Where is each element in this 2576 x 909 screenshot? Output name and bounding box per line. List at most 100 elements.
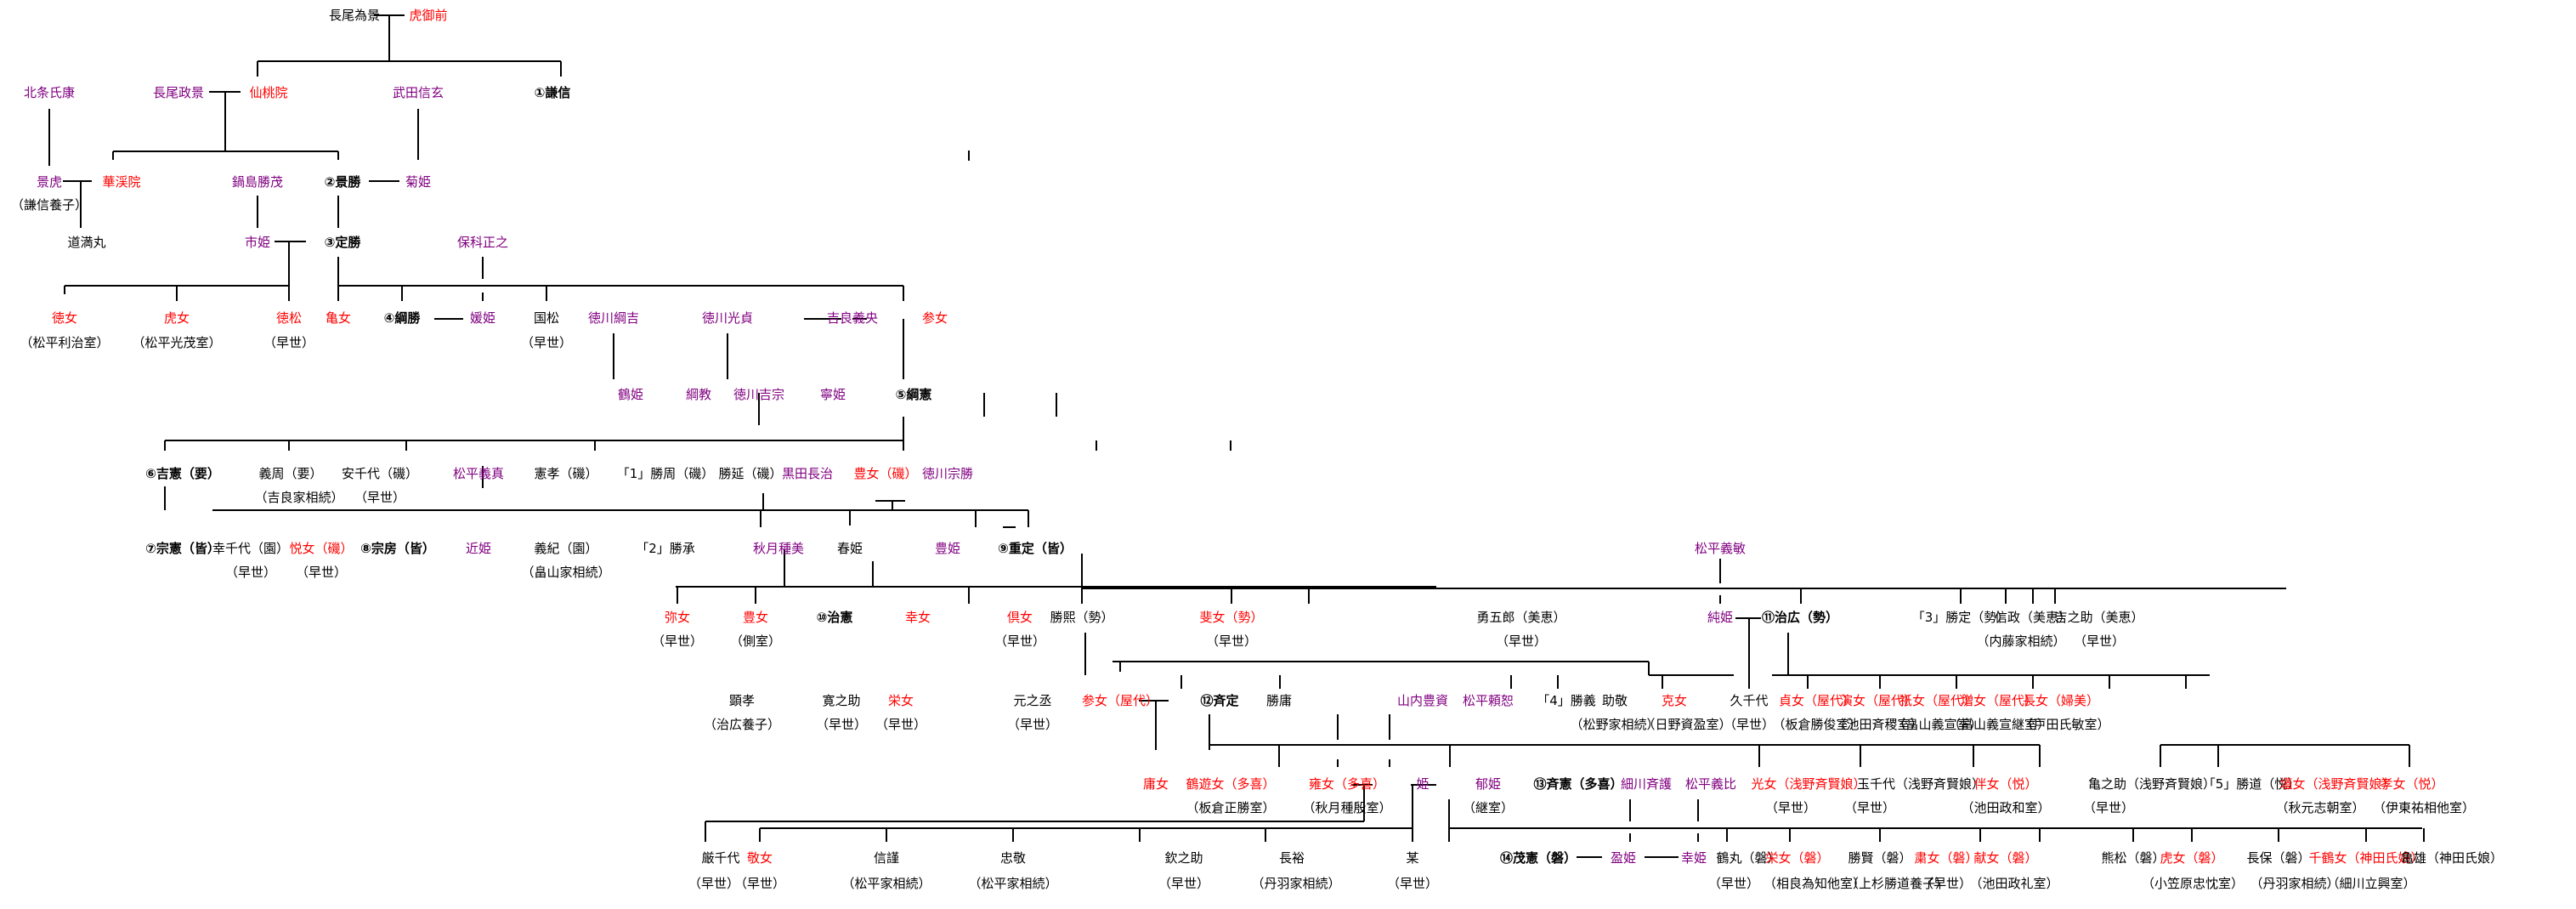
node-kamejo: 亀女 <box>325 310 352 326</box>
note-chizurujo: （細川立興室） <box>2326 876 2416 891</box>
note-katsukata: （上杉勝道養子） <box>1845 876 1949 891</box>
note-eijo-iwa: （相良為知他室） <box>1763 876 1866 891</box>
node-kannosuke: 寛之助 <box>822 693 861 708</box>
node-zojo: 増女（屋代） <box>1960 693 2038 708</box>
node-tamachiyo: 玉千代（浅野斉賢娘） <box>1856 776 1985 792</box>
node-yoshichika: 義周（要） <box>258 466 323 481</box>
note-bo: （早世） <box>1386 876 1439 891</box>
note-kannosuke: （早世） <box>815 717 868 732</box>
node-hijo: 斐女（勢） <box>1199 610 1264 625</box>
node-tsuruyujo: 鶴遊女（多喜） <box>1186 776 1276 792</box>
node-eijo-iwa: 栄女（磐） <box>1765 850 1830 866</box>
node-torajo: 虎女 <box>163 310 190 326</box>
note-kunimatsu: （早世） <box>520 335 573 350</box>
node-katsunobu: 勝延（磯） <box>718 466 783 481</box>
node-toyojo-iso: 豊女（磯） <box>853 466 918 481</box>
note-etsujo: （早世） <box>295 565 348 580</box>
node-kenshin: ①謙信 <box>534 85 571 100</box>
node-munenori: ⑦宗憲（皆） <box>145 541 220 556</box>
note-eijo: （早世） <box>875 717 927 732</box>
node-teijo: 貞女（屋代） <box>1778 693 1856 708</box>
node-toyohime: 豊姫 <box>934 541 961 556</box>
node-keikeiin: 華渓院 <box>102 174 141 190</box>
node-narinori: ⑬斉憲（多喜） <box>1533 776 1623 792</box>
note-nobuchika: （松平家相続） <box>841 876 931 891</box>
note-torajo: （松平光茂室） <box>132 335 222 350</box>
note-hijo: （早世） <box>1205 633 1258 649</box>
note-genchiyo: （早世） <box>688 876 740 891</box>
node-ichihime: 市姫 <box>244 235 271 250</box>
node-yasuchiyo: 安千代（磯） <box>341 466 419 481</box>
node-nobuchika: 信謹 <box>873 850 900 866</box>
node-bo: 某 <box>1406 850 1419 866</box>
node-eijo: 栄女 <box>887 693 914 708</box>
node-chojo: 長女（婦美） <box>2022 693 2100 708</box>
note-kaijo: （秋元志朝室） <box>2275 800 2365 815</box>
node-matsudaira-yoshichika: 松平義比 <box>1684 776 1737 792</box>
node-junhime: 純姫 <box>1707 610 1734 625</box>
node-genchiyo: 厳千代 <box>701 850 740 866</box>
node-eihime: 盈姫 <box>1610 850 1637 866</box>
note-kuchiyo: （早世） <box>1723 717 1775 732</box>
node-hojo-ujiyasu: 北条氏康 <box>23 85 76 100</box>
node-akizuki-tanemi: 秋月種美 <box>752 541 805 556</box>
node-tora-gozen: 虎御前 <box>409 8 448 23</box>
node-akitaka: 顕孝 <box>728 693 756 708</box>
node-kuchiyo: 久千代 <box>1730 693 1769 708</box>
node-keijo: 敬女 <box>746 850 773 866</box>
node-nagahiro: 長裕 <box>1278 850 1305 866</box>
note-kichinosuke: （早世） <box>2073 633 2126 649</box>
node-matsudaira-yorihiro: 松平頼恕 <box>1462 693 1514 708</box>
node-sentoin: 仙桃院 <box>249 85 288 100</box>
note-shijo: （畠山義宣室） <box>1893 717 1983 732</box>
note-shukujo: （早世） <box>1920 876 1973 891</box>
note-chojo: （戸田氏敏室） <box>2020 717 2110 732</box>
note-yoshinori2: （畠山家相続） <box>521 565 611 580</box>
node-hosokawa-narimori: 細川斉護 <box>1620 776 1673 792</box>
node-mochinori: ⑭茂憲（磐） <box>1499 850 1577 866</box>
note-keijo: （早世） <box>733 876 786 891</box>
node-domanmaru: 道満丸 <box>67 235 106 250</box>
node-tsunanori: 綱教 <box>685 387 712 402</box>
node-ikuhime: 郁姫 <box>1475 776 1502 792</box>
node-banjo: 伴女（悦） <box>1973 776 2038 792</box>
node-kenjo: 献女（磐） <box>1973 850 2038 866</box>
note-torajo-iwa: （小笠原忠忱室） <box>2141 876 2245 891</box>
node-suketaka: 助敬 <box>1601 693 1628 708</box>
node-tokugawa-mitsusada: 徳川光貞 <box>701 310 754 326</box>
note-yugoro: （早世） <box>1495 633 1548 649</box>
node-tokugawa-yoshimune: 徳川吉宗 <box>733 387 785 402</box>
note-kokujo: （日野資盈室） <box>1642 717 1732 732</box>
node-yamauchi-toyosuke: 山内豊資 <box>1396 693 1449 708</box>
note-kagetora: （謙信養子） <box>10 197 88 213</box>
node-shukujo: 粛女（磐） <box>1914 850 1979 866</box>
node-hime: 姫 <box>1416 776 1430 792</box>
note-gujo: （早世） <box>994 633 1046 649</box>
note-tsurumaru: （早世） <box>1707 876 1760 891</box>
node-kojo-asano: 光女（浅野斉賢娘） <box>1751 776 1866 792</box>
node-sadakatsu: ③定勝 <box>324 235 361 250</box>
note-toyojo: （側室） <box>729 633 782 649</box>
node-takeda-shingen: 武田信玄 <box>392 85 444 100</box>
node-kaijo: 壒女（浅野斉賢娘） <box>2279 776 2395 792</box>
node-yugoro: 勇五郎（美恵） <box>1476 610 1566 625</box>
node-katsuchika: 「1」勝周（磯） <box>616 466 715 481</box>
node-yojo: 庸女 <box>1142 776 1169 792</box>
node-chikahime: 近姫 <box>465 541 492 556</box>
node-tokujo: 徳女 <box>51 310 78 326</box>
node-kamenosuke: 亀之助（浅野斉賢娘） <box>2087 776 2216 792</box>
node-kojo: 幸女 <box>904 610 931 625</box>
node-sachihime: 幸姫 <box>1680 850 1707 866</box>
note-tokujo: （松平利治室） <box>20 335 110 350</box>
node-katsusada3: 「3」勝定（勢） <box>1911 610 2010 625</box>
text-cursor-icon <box>968 151 970 161</box>
node-harunori: ⑩治憲 <box>816 610 853 625</box>
node-kameo: 亀雄（神田氏娘） <box>2400 850 2504 866</box>
node-harihime: 春姫 <box>836 541 863 556</box>
node-enjo: 演女（屋代） <box>1839 693 1917 708</box>
node-katsuyasu: 勝庸 <box>1265 693 1293 708</box>
node-sachiyo: 幸千代（園） <box>212 541 290 556</box>
node-nagao-masakage: 長尾政景 <box>152 85 205 100</box>
node-etsujo: 悦女（磯） <box>289 541 354 556</box>
